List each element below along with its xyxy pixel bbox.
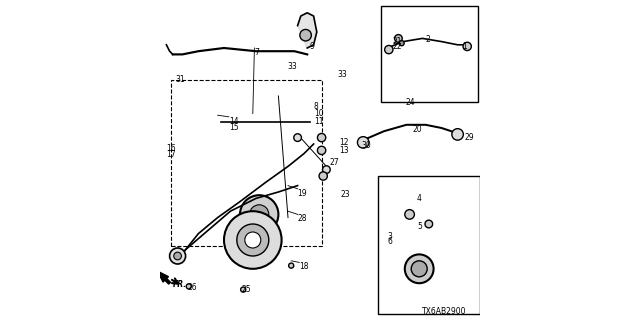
Circle shape xyxy=(319,172,328,180)
Text: 10: 10 xyxy=(315,109,324,118)
Circle shape xyxy=(452,129,463,140)
Circle shape xyxy=(425,220,433,228)
Text: 12: 12 xyxy=(339,138,349,147)
Text: 29: 29 xyxy=(465,133,474,142)
Text: 4: 4 xyxy=(417,194,422,203)
Circle shape xyxy=(240,195,278,234)
Circle shape xyxy=(241,287,246,292)
Circle shape xyxy=(224,211,282,269)
Circle shape xyxy=(317,133,326,142)
Bar xyxy=(381,6,478,102)
Text: 26: 26 xyxy=(187,283,197,292)
Text: 30: 30 xyxy=(362,141,371,150)
Bar xyxy=(172,80,321,246)
Circle shape xyxy=(294,134,301,141)
Text: 9: 9 xyxy=(310,42,315,51)
Circle shape xyxy=(463,42,472,51)
Circle shape xyxy=(394,35,402,42)
Text: TX6AB2900: TX6AB2900 xyxy=(422,307,467,316)
Text: 2: 2 xyxy=(426,35,430,44)
Polygon shape xyxy=(298,13,317,48)
Circle shape xyxy=(174,252,182,260)
Bar xyxy=(378,176,480,314)
FancyArrow shape xyxy=(157,271,170,284)
Circle shape xyxy=(289,263,294,268)
Text: 17: 17 xyxy=(166,150,176,159)
Text: 28: 28 xyxy=(298,214,307,223)
Text: 20: 20 xyxy=(413,125,422,134)
Circle shape xyxy=(323,166,330,173)
Circle shape xyxy=(250,205,269,224)
Text: 25: 25 xyxy=(242,285,252,294)
Text: 19: 19 xyxy=(298,189,307,198)
Circle shape xyxy=(357,137,369,148)
Circle shape xyxy=(317,146,326,155)
Text: 3: 3 xyxy=(387,232,392,241)
Text: 13: 13 xyxy=(339,146,349,155)
Text: 23: 23 xyxy=(340,190,351,199)
Circle shape xyxy=(412,261,428,277)
Circle shape xyxy=(405,254,434,283)
Text: 24: 24 xyxy=(406,98,415,107)
Text: 31: 31 xyxy=(175,75,185,84)
Text: 7: 7 xyxy=(254,48,259,57)
Text: 33: 33 xyxy=(337,70,347,79)
Text: 14: 14 xyxy=(229,117,239,126)
Text: 15: 15 xyxy=(229,123,239,132)
Text: 27: 27 xyxy=(330,158,339,167)
Text: FR.: FR. xyxy=(173,280,187,289)
Circle shape xyxy=(186,284,191,289)
Circle shape xyxy=(399,41,404,46)
Circle shape xyxy=(385,45,393,54)
Text: 5: 5 xyxy=(417,222,422,231)
Text: 1: 1 xyxy=(462,42,467,51)
Text: 6: 6 xyxy=(387,237,392,246)
Text: 22: 22 xyxy=(393,42,402,51)
Text: 33: 33 xyxy=(287,62,297,71)
Circle shape xyxy=(170,248,186,264)
Text: 18: 18 xyxy=(300,262,308,271)
Circle shape xyxy=(237,224,269,256)
Text: 11: 11 xyxy=(315,117,324,126)
Text: 8: 8 xyxy=(314,102,318,111)
Circle shape xyxy=(404,210,415,219)
Text: 16: 16 xyxy=(166,144,176,153)
Circle shape xyxy=(300,29,312,41)
Text: 21: 21 xyxy=(393,37,402,46)
Circle shape xyxy=(245,232,261,248)
